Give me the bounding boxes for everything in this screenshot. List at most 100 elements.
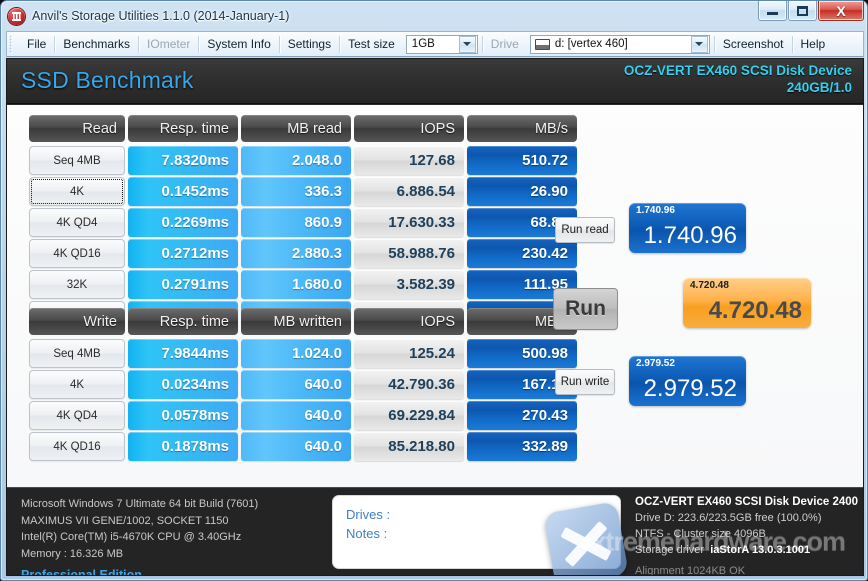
drive-driver: Storage driver iaStorA 13.0.3.1001 [635, 542, 858, 558]
write-score-box: 2.979.52 2.979.52 [629, 356, 746, 406]
test-size-label: Test size [348, 37, 395, 51]
menu-separator [481, 35, 483, 53]
drive-select[interactable]: d: [vertex 460] [529, 34, 710, 54]
write-resp-time: 7.9844ms [128, 339, 238, 368]
read-score-value: 1.740.96 [643, 222, 737, 249]
anvil-icon [8, 7, 25, 25]
close-button[interactable]: X [818, 1, 864, 21]
write-iops: 125.24 [354, 339, 464, 368]
read-row-label[interactable]: 4K QD4 [29, 208, 125, 237]
write-mbs: 500.98 [467, 339, 577, 368]
read-table-header: Read Resp. time MB read IOPS MB/s [29, 115, 580, 142]
read-resp-time: 0.1452ms [128, 177, 238, 206]
menu-separator [713, 35, 715, 53]
write-row-label[interactable]: Seq 4MB [29, 339, 125, 368]
run-read-button[interactable]: Run read [555, 217, 615, 243]
menu-item-screenshot[interactable]: Screenshot [722, 37, 784, 51]
board-info: MAXIMUS VII GENE/1002, SOCKET 1150 [21, 514, 229, 527]
drive-info: OCZ-VERT EX460 SCSI Disk Device 2400 Dri… [635, 494, 859, 576]
test-size-select[interactable]: 1GB [405, 34, 478, 54]
menu-separator [791, 35, 793, 53]
read-row-label[interactable]: 32K [29, 270, 125, 299]
window-buttons: X [757, 1, 864, 21]
menu-item-help[interactable]: Help [800, 37, 826, 51]
read-mbs: 510.72 [467, 146, 577, 175]
write-iops: 85.218.80 [354, 432, 464, 461]
read-mb: 336.3 [241, 177, 351, 206]
drive-icon [534, 38, 550, 50]
drives-label: Drives : [346, 507, 391, 522]
maximize-button[interactable] [788, 1, 817, 21]
table-row: 4K QD4 0.0578ms 640.0 69.229.84 270.43 [29, 401, 580, 430]
device-name: OCZ-VERT EX460 SCSI Disk Device [623, 63, 852, 78]
chevron-down-icon[interactable] [458, 35, 476, 53]
read-score-small: 1.740.96 [636, 205, 675, 216]
run-write-button[interactable]: Run write [555, 369, 615, 395]
read-resp-time: 0.2791ms [128, 270, 238, 299]
read-row-label[interactable]: 4K QD16 [29, 239, 125, 268]
read-iops: 6.886.54 [354, 177, 464, 206]
write-table-header: Write Resp. time MB written IOPS MB/s [29, 308, 580, 335]
read-resp-time: 0.2269ms [128, 208, 238, 237]
table-row: Seq 4MB 7.9844ms 1.024.0 125.24 500.98 [29, 339, 580, 368]
run-button[interactable]: Run [553, 288, 618, 330]
drive-alignment: Alignment 1024KB OK [635, 565, 746, 576]
read-row-label[interactable]: Seq 4MB [29, 146, 125, 175]
memory-info: Memory : 16.326 MB [21, 547, 124, 560]
chevron-down-icon[interactable] [690, 35, 708, 53]
table-row: 4K QD16 0.1878ms 640.0 85.218.80 332.89 [29, 432, 580, 461]
device-header: OCZ-VERT EX460 SCSI Disk Device 240GB/1.… [624, 62, 852, 96]
write-resp-time: 0.0578ms [128, 401, 238, 430]
read-iops: 3.582.39 [354, 270, 464, 299]
write-resp-time: 0.0234ms [128, 370, 238, 399]
read-mb: 2.880.3 [241, 239, 351, 268]
drive-value: d: [vertex 460] [554, 38, 628, 50]
driver-label: Storage driver [635, 544, 705, 556]
menu-separator [278, 35, 280, 53]
minimize-button[interactable] [758, 1, 787, 21]
write-mb: 640.0 [241, 432, 351, 461]
menu-item-file[interactable]: File [27, 37, 47, 51]
table-row: Seq 4MB 7.8320ms 2.048.0 127.68 510.72 [29, 146, 580, 175]
read-table: Read Resp. time MB read IOPS MB/s Seq 4M… [29, 115, 580, 332]
title-bar: Anvil's Storage Utilities 1.1.0 (2014-Ja… [1, 1, 867, 30]
write-row-label[interactable]: 4K [29, 370, 125, 399]
read-row-label[interactable]: 4K [29, 177, 125, 206]
write-score-value: 2.979.52 [643, 375, 737, 402]
maximize-icon [797, 5, 808, 16]
write-iops: 42.790.36 [354, 370, 464, 399]
write-table: Write Resp. time MB written IOPS MB/s Se… [29, 308, 580, 463]
write-row-label[interactable]: 4K QD4 [29, 401, 125, 430]
system-info: Microsoft Windows 7 Ultimate 64 bit Buil… [21, 496, 259, 575]
menu-item-iometer: IOmeter [147, 37, 191, 51]
toolbar-grip[interactable] [9, 35, 16, 53]
close-icon: X [836, 2, 846, 19]
read-col-head-1: Resp. time [128, 115, 238, 142]
menu-item-system-info[interactable]: System Info [207, 37, 271, 51]
read-mbs: 230.42 [467, 239, 577, 268]
read-col-head-4: MB/s [467, 115, 577, 142]
drive-label: Drive [490, 37, 519, 51]
menu-item-settings[interactable]: Settings [287, 37, 332, 51]
total-score-value: 4.720.48 [708, 297, 802, 324]
menu-item-benchmarks[interactable]: Benchmarks [63, 37, 131, 51]
drive-device: OCZ-VERT EX460 SCSI Disk Device 2400 [635, 496, 859, 508]
cpu-info: Intel(R) Core(TM) i5-4670K CPU @ 3.40GHz [21, 531, 242, 543]
read-iops: 127.68 [354, 146, 464, 175]
read-score-box: 1.740.96 1.740.96 [629, 203, 746, 253]
total-score-small: 4.720.48 [690, 280, 729, 291]
test-size-value: 1GB [411, 38, 435, 50]
write-row-label[interactable]: 4K QD16 [29, 432, 125, 461]
write-col-head-2: MB written [241, 308, 351, 335]
write-col-head-1: Resp. time [128, 308, 238, 335]
table-row: 4K QD16 0.2712ms 2.880.3 58.988.76 230.4… [29, 239, 580, 268]
write-resp-time: 0.1878ms [128, 432, 238, 461]
read-mb: 860.9 [241, 208, 351, 237]
driver-value: iaStorA 13.0.3.1001 [710, 544, 811, 556]
device-capacity: 240GB/1.0 [786, 80, 852, 95]
os-info: Microsoft Windows 7 Ultimate 64 bit Buil… [21, 498, 259, 510]
minimize-icon [767, 12, 778, 15]
write-score-small: 2.979.52 [636, 358, 675, 369]
watermark-text: xtremehardware.com [591, 526, 846, 556]
bottom-info-panel: Microsoft Windows 7 Ultimate 64 bit Buil… [7, 487, 863, 575]
